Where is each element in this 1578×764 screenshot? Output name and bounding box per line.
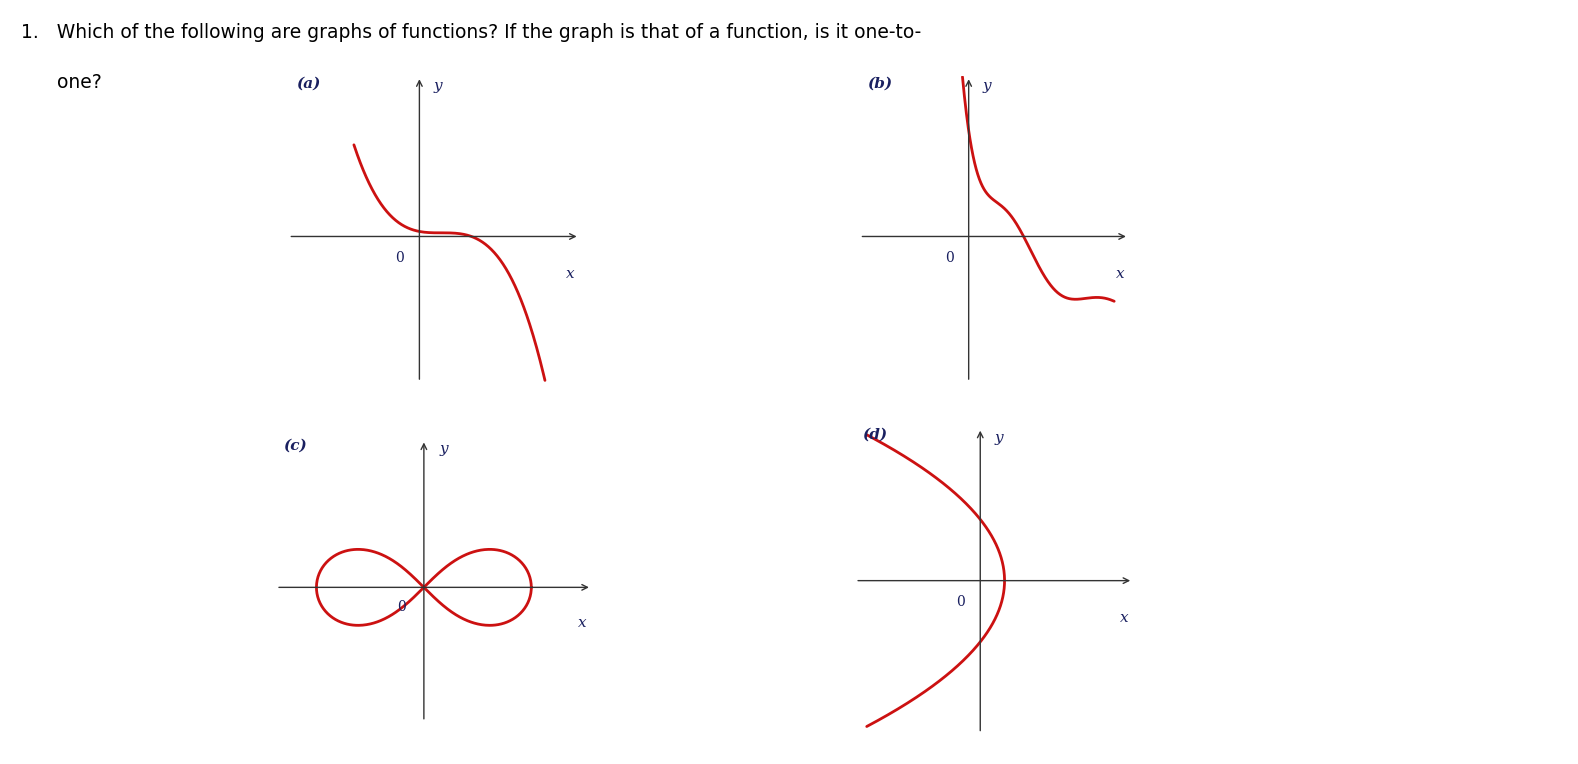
Text: y: y	[994, 431, 1002, 445]
Text: 0: 0	[394, 251, 404, 265]
Text: y: y	[982, 79, 991, 93]
Text: y: y	[434, 79, 442, 93]
Text: x: x	[567, 267, 574, 281]
Text: (d): (d)	[862, 427, 887, 442]
Text: x: x	[1120, 611, 1128, 625]
Text: 0: 0	[956, 595, 966, 609]
Text: (c): (c)	[282, 439, 306, 453]
Text: 0: 0	[945, 251, 955, 265]
Text: 0: 0	[398, 600, 406, 614]
Text: one?: one?	[21, 73, 101, 92]
Text: (a): (a)	[295, 76, 320, 90]
Text: x: x	[578, 616, 587, 630]
Text: y: y	[440, 442, 448, 456]
Text: x: x	[1116, 267, 1125, 281]
Text: 1.   Which of the following are graphs of functions? If the graph is that of a f: 1. Which of the following are graphs of …	[21, 23, 922, 42]
Text: (b): (b)	[866, 76, 892, 90]
